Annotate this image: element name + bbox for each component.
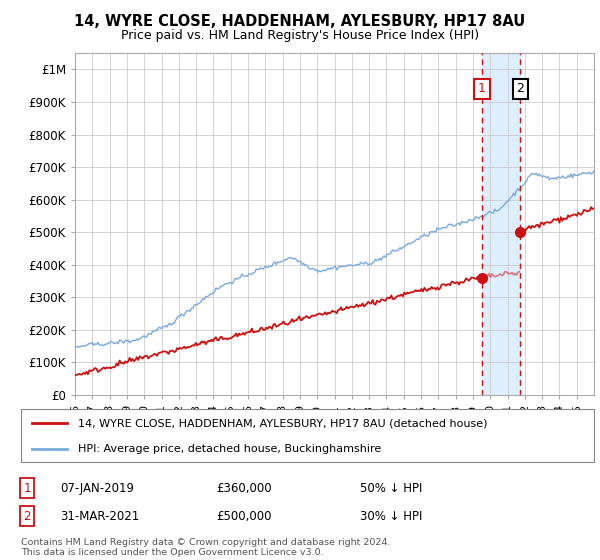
Text: £360,000: £360,000 <box>216 482 272 495</box>
Text: 1: 1 <box>478 82 486 96</box>
Text: 31-MAR-2021: 31-MAR-2021 <box>60 510 139 523</box>
Text: 2: 2 <box>23 510 31 523</box>
Bar <box>482 53 520 395</box>
Text: Price paid vs. HM Land Registry's House Price Index (HPI): Price paid vs. HM Land Registry's House … <box>121 29 479 42</box>
Text: 2: 2 <box>517 82 524 96</box>
Text: 14, WYRE CLOSE, HADDENHAM, AYLESBURY, HP17 8AU: 14, WYRE CLOSE, HADDENHAM, AYLESBURY, HP… <box>74 14 526 29</box>
Text: Contains HM Land Registry data © Crown copyright and database right 2024.
This d: Contains HM Land Registry data © Crown c… <box>21 538 391 557</box>
Text: 30% ↓ HPI: 30% ↓ HPI <box>360 510 422 523</box>
Text: £500,000: £500,000 <box>216 510 271 523</box>
Text: 50% ↓ HPI: 50% ↓ HPI <box>360 482 422 495</box>
Text: 1: 1 <box>23 482 31 495</box>
Text: HPI: Average price, detached house, Buckinghamshire: HPI: Average price, detached house, Buck… <box>79 444 382 454</box>
Text: 07-JAN-2019: 07-JAN-2019 <box>60 482 134 495</box>
Text: 14, WYRE CLOSE, HADDENHAM, AYLESBURY, HP17 8AU (detached house): 14, WYRE CLOSE, HADDENHAM, AYLESBURY, HP… <box>79 418 488 428</box>
